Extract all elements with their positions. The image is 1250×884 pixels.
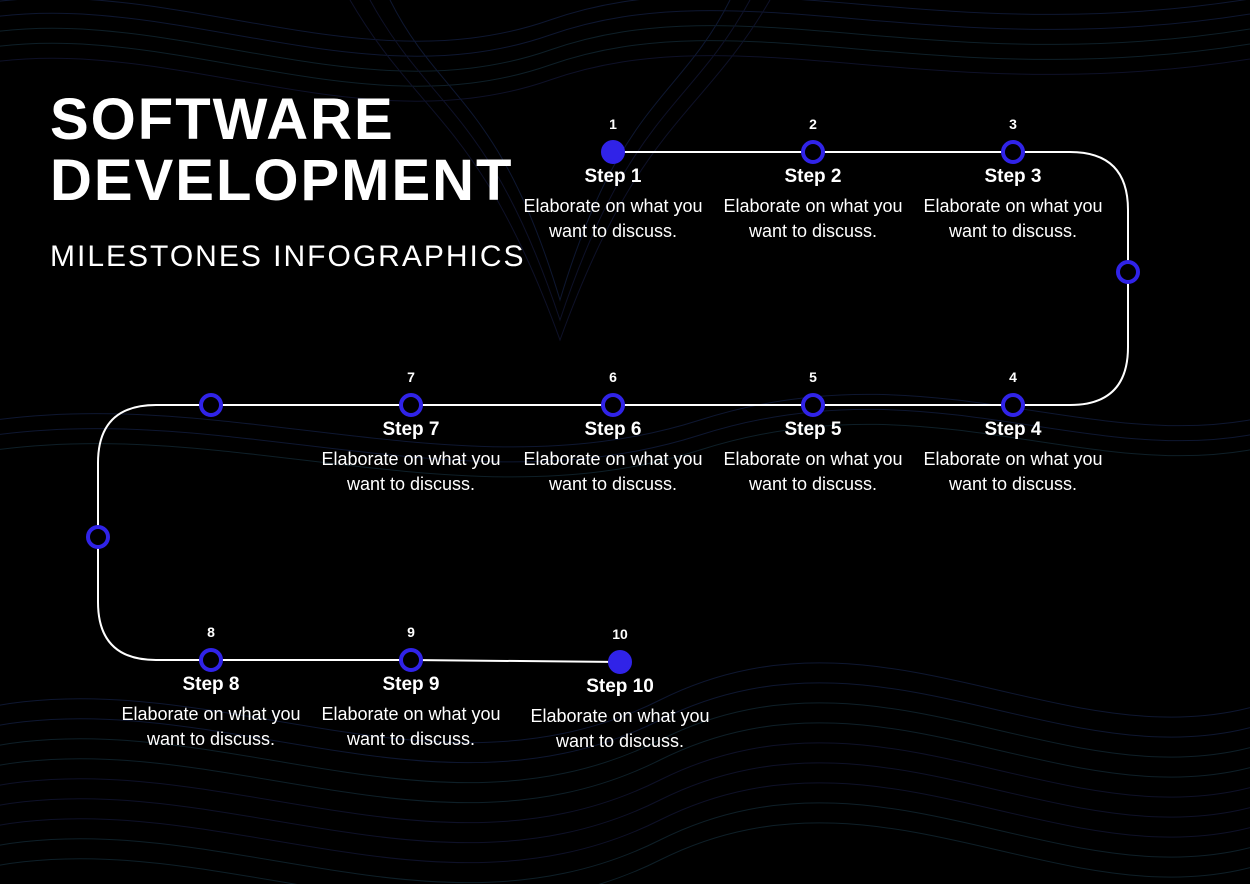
step-7: 7 Step 7 Elaborate on what you want to dis… <box>321 369 501 497</box>
step-desc: Elaborate on what you want to discuss. <box>121 702 301 752</box>
step-2: 2 Step 2 Elaborate on what you want to dis… <box>723 116 903 244</box>
step-number: 8 <box>121 624 301 640</box>
title-block: SOFTWARE DEVELOPMENT MILESTONES INFOGRAP… <box>50 90 526 274</box>
step-label: Step 8 <box>121 674 301 696</box>
step-number: 5 <box>723 369 903 385</box>
step-label: Step 3 <box>923 166 1103 188</box>
step-number: 3 <box>923 116 1103 132</box>
connector-node-2 <box>1118 262 1138 282</box>
step-desc: Elaborate on what you want to discuss. <box>923 447 1103 497</box>
step-desc: Elaborate on what you want to discuss. <box>523 194 703 244</box>
step-desc: Elaborate on what you want to discuss. <box>523 447 703 497</box>
step-label: Step 5 <box>723 419 903 441</box>
infographic-canvas: SOFTWARE DEVELOPMENT MILESTONES INFOGRAP… <box>0 0 1250 884</box>
step-desc: Elaborate on what you want to discuss. <box>321 447 501 497</box>
step-number: 6 <box>523 369 703 385</box>
step-number: 10 <box>530 626 710 642</box>
step-desc: Elaborate on what you want to discuss. <box>923 194 1103 244</box>
step-label: Step 4 <box>923 419 1103 441</box>
step-desc: Elaborate on what you want to discuss. <box>530 704 710 754</box>
step-label: Step 9 <box>321 674 501 696</box>
step-number: 1 <box>523 116 703 132</box>
step-label: Step 6 <box>523 419 703 441</box>
title-line-1: SOFTWARE <box>50 90 526 151</box>
step-10: 10 Step 10 Elaborate on what you want to d… <box>530 626 710 754</box>
subtitle: MILESTONES INFOGRAPHICS <box>50 240 526 274</box>
title-line-2: DEVELOPMENT <box>50 151 526 212</box>
step-label: Step 7 <box>321 419 501 441</box>
step-8: 8 Step 8 Elaborate on what you want to dis… <box>121 624 301 752</box>
step-desc: Elaborate on what you want to discuss. <box>723 447 903 497</box>
step-5: 5 Step 5 Elaborate on what you want to dis… <box>723 369 903 497</box>
step-1: 1 Step 1 Elaborate on what you want to dis… <box>523 116 703 244</box>
step-number: 4 <box>923 369 1103 385</box>
step-number: 2 <box>723 116 903 132</box>
step-number: 9 <box>321 624 501 640</box>
step-6: 6 Step 6 Elaborate on what you want to dis… <box>523 369 703 497</box>
connector-node-3 <box>88 527 108 547</box>
step-3: 3 Step 3 Elaborate on what you want to dis… <box>923 116 1103 244</box>
step-4: 4 Step 4 Elaborate on what you want to dis… <box>923 369 1103 497</box>
step-label: Step 1 <box>523 166 703 188</box>
step-label: Step 10 <box>530 676 710 698</box>
connector-node-1 <box>201 395 221 415</box>
step-number: 7 <box>321 369 501 385</box>
step-label: Step 2 <box>723 166 903 188</box>
step-desc: Elaborate on what you want to discuss. <box>723 194 903 244</box>
step-desc: Elaborate on what you want to discuss. <box>321 702 501 752</box>
step-9: 9 Step 9 Elaborate on what you want to dis… <box>321 624 501 752</box>
